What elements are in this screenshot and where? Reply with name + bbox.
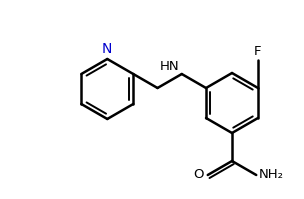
Text: O: O bbox=[193, 169, 204, 181]
Text: HN: HN bbox=[160, 60, 180, 73]
Text: NH₂: NH₂ bbox=[259, 169, 284, 181]
Text: N: N bbox=[102, 42, 112, 56]
Text: F: F bbox=[254, 45, 262, 58]
